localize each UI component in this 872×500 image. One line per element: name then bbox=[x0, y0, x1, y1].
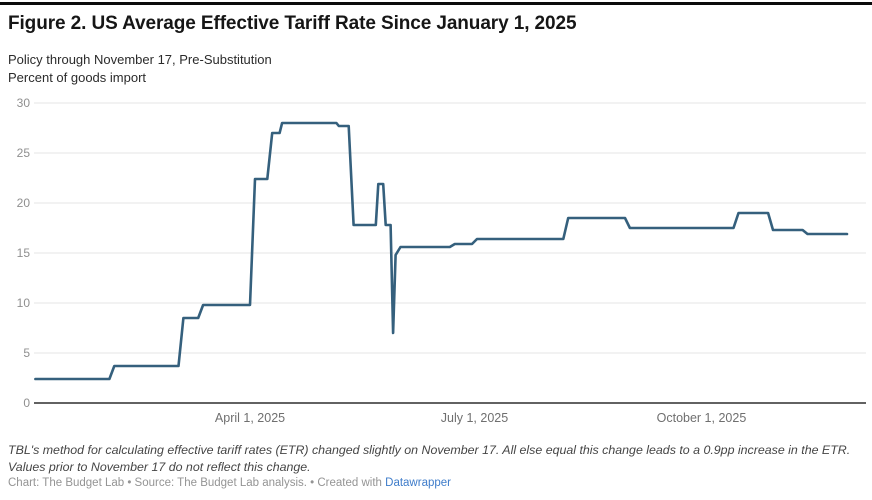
x-tick-label-2: October 1, 2025 bbox=[657, 411, 747, 425]
x-tick-label-0: April 1, 2025 bbox=[215, 411, 285, 425]
tariff-rate-line bbox=[34, 121, 849, 381]
y-tick-label-20: 20 bbox=[17, 196, 31, 210]
top-divider-rule bbox=[0, 2, 872, 5]
y-tick-label-15: 15 bbox=[17, 246, 31, 260]
tariff-line-chart[interactable]: 0 5 10 15 20 25 30 April 1, 2025 July 1, 2025 Oct… bbox=[0, 95, 872, 427]
y-tick-label-0: 0 bbox=[23, 396, 30, 410]
x-tick-label-1: July 1, 2025 bbox=[441, 411, 508, 425]
chart-subtitle-line-2: Percent of goods import bbox=[8, 70, 147, 85]
credit-text: Chart: The Budget Lab • Source: The Budg… bbox=[8, 477, 386, 489]
methodology-footnote: TBL's method for calculating effective t… bbox=[8, 443, 851, 474]
y-tick-label-30: 30 bbox=[17, 96, 31, 110]
y-tick-label-25: 25 bbox=[17, 146, 31, 160]
y-tick-label-10: 10 bbox=[17, 296, 31, 310]
chart-subtitle: Policy through November 17, Pre-Substitu… bbox=[8, 51, 864, 87]
chart-subtitle-line-1: Policy through November 17, Pre-Substitu… bbox=[8, 52, 272, 67]
y-tick-label-5: 5 bbox=[23, 346, 30, 360]
datawrapper-link[interactable]: Datawrapper bbox=[385, 477, 451, 489]
credit-line: Chart: The Budget Lab • Source: The Budg… bbox=[8, 477, 866, 489]
chart-title: Figure 2. US Average Effective Tariff Ra… bbox=[8, 13, 577, 34]
